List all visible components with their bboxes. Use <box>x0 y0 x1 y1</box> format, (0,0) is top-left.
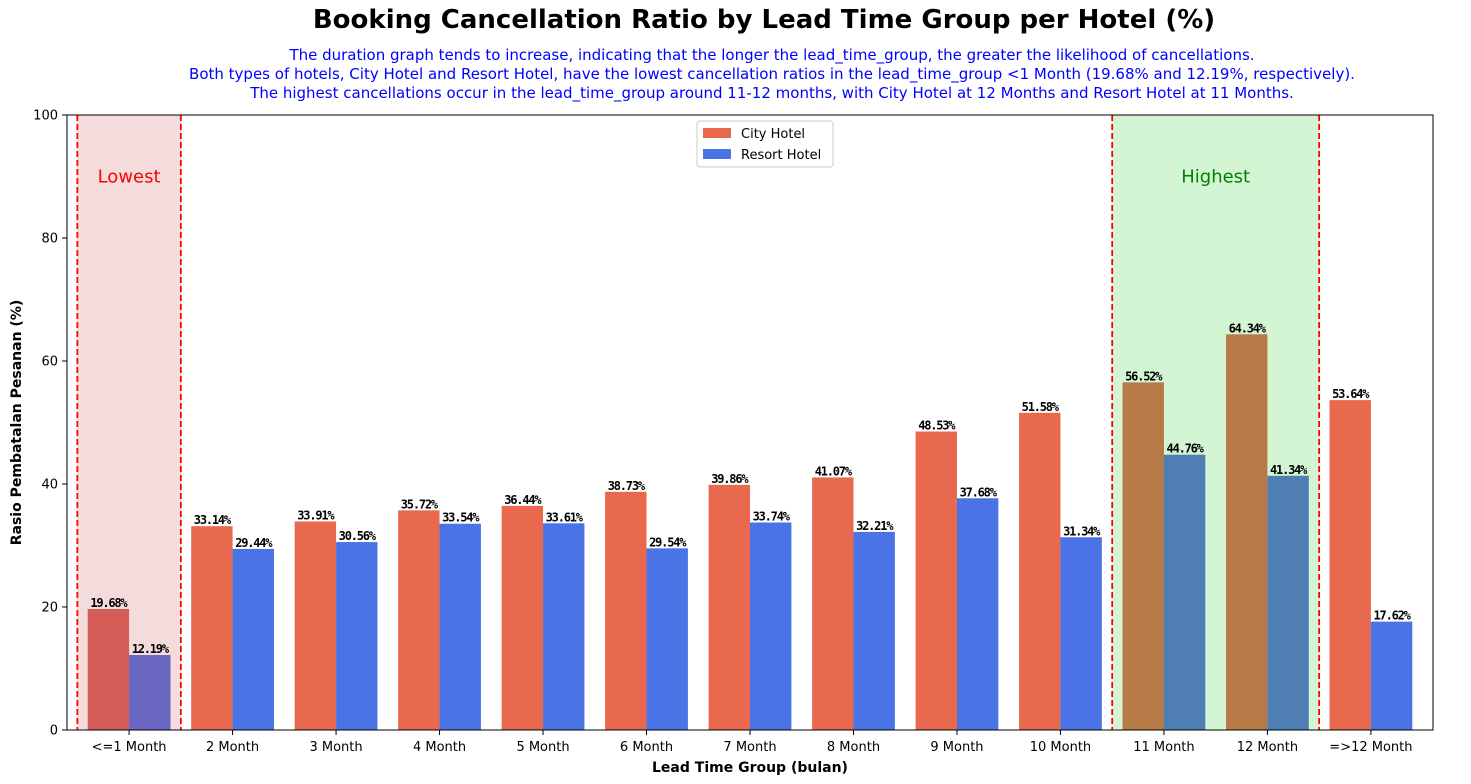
subtitle-line: The highest cancellations occur in the l… <box>250 84 1294 102</box>
data-label: 48.53% <box>918 419 956 433</box>
bar-city-hotel <box>1226 334 1268 730</box>
bar-resort-hotel <box>232 548 274 730</box>
y-tick-label: 60 <box>41 355 58 370</box>
x-axis-label: Lead Time Group (bulan) <box>652 760 848 776</box>
x-tick-label: 4 Month <box>413 740 466 755</box>
x-tick-label: 2 Month <box>206 740 259 755</box>
data-label: 39.86% <box>711 472 749 486</box>
data-label: 17.62% <box>1374 609 1412 623</box>
data-labels: 19.68% 33.14% 33.91% 35.72% 36.44% 38.73% 39.8… <box>90 321 1413 656</box>
subtitle-line: The duration graph tends to increase, in… <box>289 46 1255 64</box>
x-tick-label: 5 Month <box>516 740 569 755</box>
y-axis-label: Rasio Pembatalan Pesanan (%) <box>9 300 25 546</box>
y-tick-label: 20 <box>41 601 58 616</box>
data-label: 51.58% <box>1022 400 1060 414</box>
data-label: 36.44% <box>504 493 542 507</box>
legend: City Hotel Resort Hotel <box>696 120 834 168</box>
data-label: 33.91% <box>297 508 335 522</box>
chart-title: Booking Cancellation Ratio by Lead Time … <box>312 5 1216 35</box>
data-label: 33.74% <box>753 509 791 523</box>
x-tick-label: 8 Month <box>827 740 880 755</box>
data-label: 38.73% <box>608 479 646 493</box>
data-label: 33.61% <box>546 510 584 524</box>
y-tick-label: 100 <box>33 109 58 124</box>
region-label: Highest <box>1181 167 1250 188</box>
chart-subtitle: The duration graph tends to increase, in… <box>44 46 1471 103</box>
x-tick-label: 11 Month <box>1133 740 1194 755</box>
bar-resort-hotel <box>439 523 481 730</box>
data-label: 30.56% <box>339 529 377 543</box>
bar-city-hotel <box>605 491 647 730</box>
bar-resort-hotel <box>129 655 171 730</box>
data-label: 56.52% <box>1125 369 1163 383</box>
data-label: 35.72% <box>401 497 439 511</box>
x-tick-label: 6 Month <box>620 740 673 755</box>
data-label: 32.21% <box>856 519 894 533</box>
data-label: 12.19% <box>132 642 170 656</box>
y-tick-label: 80 <box>41 232 58 247</box>
data-label: 53.64% <box>1332 387 1370 401</box>
bar-resort-hotel <box>1267 475 1309 730</box>
x-tick-label: 3 Month <box>309 740 362 755</box>
data-label: 19.68% <box>90 596 128 610</box>
x-tick-label: 10 Month <box>1030 740 1091 755</box>
bars <box>87 334 1413 730</box>
data-label: 41.34% <box>1270 463 1308 477</box>
bar-city-hotel <box>87 608 130 730</box>
bar-city-hotel <box>501 505 544 730</box>
bar-city-hotel <box>1019 412 1061 730</box>
x-tick-label: 7 Month <box>723 740 776 755</box>
data-label: 33.14% <box>194 513 232 527</box>
legend-swatch <box>703 149 731 159</box>
x-tick-label: =>12 Month <box>1329 740 1412 755</box>
bar-city-hotel <box>1329 400 1371 730</box>
x-tick-label: 9 Month <box>930 740 983 755</box>
x-tick-label: 12 Month <box>1237 740 1298 755</box>
bar-resort-hotel <box>750 522 792 730</box>
bar-resort-hotel <box>956 498 999 730</box>
data-label: 44.76% <box>1167 442 1205 456</box>
bar-city-hotel <box>191 526 233 730</box>
legend-entry: City Hotel <box>741 127 805 142</box>
y-tick-label: 0 <box>50 724 58 739</box>
bar-resort-hotel <box>1163 454 1206 730</box>
bar-city-hotel <box>1122 382 1164 730</box>
data-label: 37.68% <box>960 485 998 499</box>
region-borders <box>76 115 1321 730</box>
axes: 0 20 40 60 80 100 <=1 Month 2 Month 3 Month 4 Mon… <box>9 109 1434 776</box>
bar-city-hotel <box>398 510 440 730</box>
bar-resort-hotel <box>1370 621 1413 730</box>
bar-city-hotel <box>294 521 337 730</box>
bar-city-hotel <box>915 431 957 730</box>
bar-resort-hotel <box>646 548 688 730</box>
bar-city-hotel <box>812 477 854 730</box>
bar-city-hotel <box>708 484 750 730</box>
legend-swatch <box>703 128 731 138</box>
data-label: 29.54% <box>649 535 687 549</box>
legend-entry: Resort Hotel <box>741 148 821 163</box>
subtitle-line: Both types of hotels, City Hotel and Res… <box>189 65 1355 83</box>
bar-resort-hotel <box>853 531 895 730</box>
x-tick-label: <=1 Month <box>92 740 167 755</box>
y-tick-label: 40 <box>41 478 58 493</box>
data-label: 33.54% <box>442 511 480 525</box>
bar-resort-hotel <box>543 523 585 730</box>
region-label: Lowest <box>98 167 161 188</box>
data-label: 64.34% <box>1229 321 1267 335</box>
data-label: 41.07% <box>815 464 853 478</box>
bar-resort-hotel <box>1060 537 1102 730</box>
bar-resort-hotel <box>336 542 378 730</box>
data-label: 31.34% <box>1063 524 1101 538</box>
data-label: 29.44% <box>235 536 273 550</box>
